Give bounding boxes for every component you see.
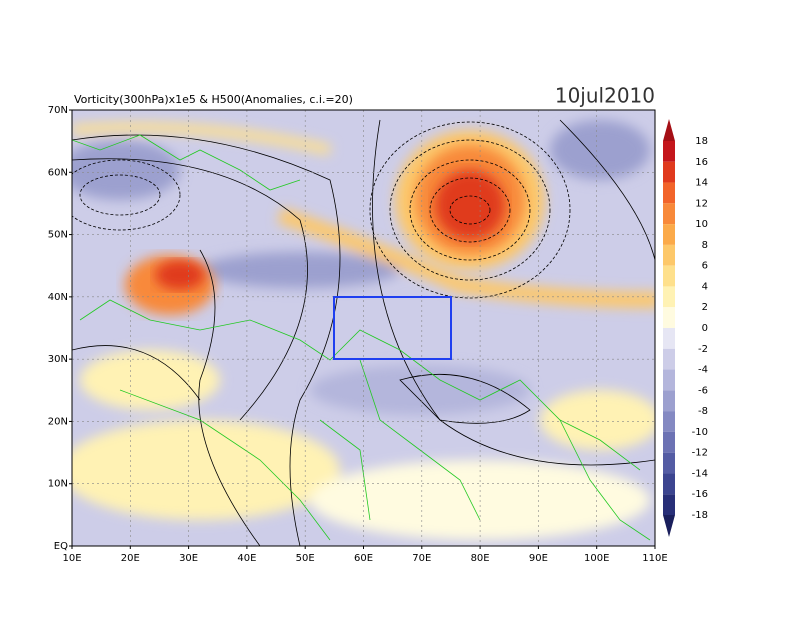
lat-label: 50N <box>48 230 68 241</box>
lat-label: 60N <box>48 167 68 178</box>
colorbar-label: 8 <box>702 240 708 251</box>
lon-label: 100E <box>584 553 609 564</box>
lat-label: EQ <box>54 541 68 552</box>
map-title: Vorticity(300hPa)x1e5 & H500(Anomalies, … <box>74 93 353 106</box>
colorbar-band <box>663 473 675 495</box>
colorbar-label: -8 <box>698 406 708 417</box>
colorbar-label: 4 <box>702 281 708 292</box>
colorbar-band <box>663 265 675 287</box>
colorbar-band <box>663 307 675 328</box>
lat-label: 20N <box>48 416 68 427</box>
colorbar-band <box>663 161 675 183</box>
colorbar-label: 2 <box>702 302 708 313</box>
lat-label: 30N <box>48 354 68 365</box>
colorbar-band <box>663 286 675 308</box>
colorbar-label: 12 <box>695 198 708 209</box>
map-date: 10jul2010 <box>555 84 655 108</box>
lon-label: 80E <box>471 553 490 564</box>
colorbar-band <box>663 203 675 225</box>
lon-label: 40E <box>237 553 256 564</box>
colorbar-band <box>663 452 675 474</box>
colorbar-band <box>663 431 675 453</box>
lon-label: 110E <box>642 553 667 564</box>
colorbar-label: 14 <box>695 178 708 189</box>
lon-label: 50E <box>296 553 315 564</box>
colorbar-band <box>663 182 675 204</box>
colorbar-label: 16 <box>695 157 708 168</box>
colorbar-band <box>663 390 675 412</box>
colorbar-band <box>663 224 675 245</box>
colorbar-end <box>663 515 675 537</box>
lon-label: 90E <box>529 553 548 564</box>
lat-label: 40N <box>48 292 68 303</box>
colorbar-label: -4 <box>698 365 708 376</box>
colorbar-band <box>663 244 675 266</box>
colorbar-label: 18 <box>695 136 708 147</box>
colorbar-label: -2 <box>698 344 708 355</box>
colorbar-label: -10 <box>692 427 708 438</box>
lon-label: 10E <box>62 553 81 564</box>
colorbar-band <box>663 328 675 349</box>
colorbar-band <box>663 348 675 370</box>
colorbar-label: -18 <box>692 510 708 521</box>
colorbar-label: 0 <box>702 323 708 334</box>
lon-label: 70E <box>412 553 431 564</box>
colorbar-label: -16 <box>692 489 708 500</box>
lat-label: 70N <box>48 105 68 116</box>
colorbar-label: 6 <box>702 261 708 272</box>
colorbar-label: -14 <box>692 468 708 479</box>
colorbar-label: -12 <box>692 448 708 459</box>
lat-label: 10N <box>48 479 68 490</box>
colorbar-label: 10 <box>695 219 708 230</box>
colorbar-band <box>663 411 675 432</box>
lon-label: 20E <box>121 553 140 564</box>
colorbar-band <box>663 369 675 391</box>
lon-label: 60E <box>354 553 373 564</box>
field <box>72 110 655 546</box>
colorbar-band <box>663 494 675 515</box>
region-box <box>333 296 452 360</box>
lon-label: 30E <box>179 553 198 564</box>
colorbar-band <box>663 141 675 162</box>
colorbar-label: -6 <box>698 385 708 396</box>
colorbar-end <box>663 119 675 141</box>
